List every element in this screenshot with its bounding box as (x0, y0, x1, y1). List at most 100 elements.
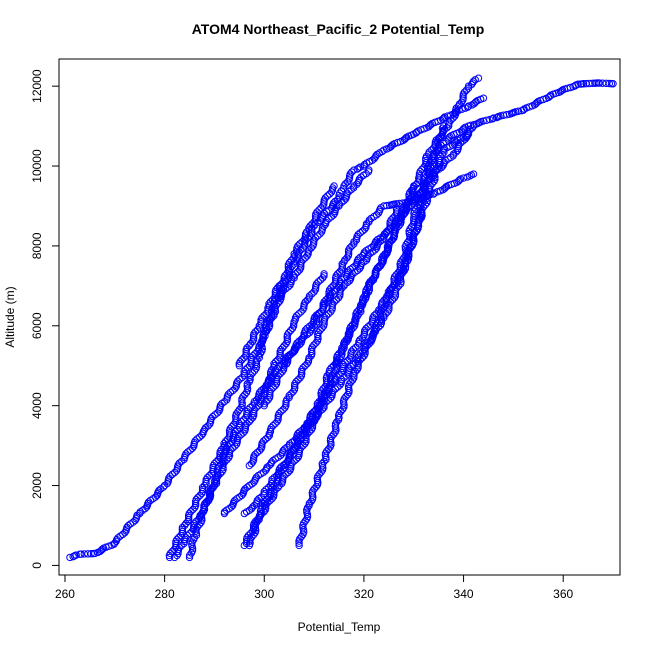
data-point (265, 300, 273, 308)
data-point (387, 216, 395, 224)
data-point (248, 369, 257, 377)
data-point (319, 274, 327, 282)
data-point (218, 399, 226, 408)
data-point (267, 423, 275, 432)
data-point (230, 420, 238, 429)
data-point (425, 175, 434, 184)
data-point (190, 519, 199, 528)
data-point (299, 523, 307, 532)
data-point (303, 504, 312, 512)
data-point (193, 435, 201, 443)
data-point (356, 336, 364, 344)
data-point (328, 184, 337, 192)
data-point (87, 549, 95, 558)
data-point (405, 229, 413, 238)
data-point (366, 278, 374, 286)
data-point (585, 79, 593, 88)
data-point (257, 340, 265, 349)
data-point (395, 202, 403, 210)
data-point (279, 286, 288, 295)
data-point (385, 238, 394, 247)
data-point (286, 350, 295, 359)
data-point (260, 399, 268, 408)
data-point (320, 400, 328, 408)
data-point (294, 242, 302, 250)
data-point (258, 503, 267, 512)
data-point (350, 240, 358, 248)
data-point (290, 272, 298, 280)
data-point (238, 397, 246, 405)
data-point (200, 503, 208, 512)
data-point (351, 318, 359, 326)
data-point (337, 375, 346, 384)
data-point (269, 456, 277, 465)
data-point (335, 200, 344, 208)
data-point (445, 118, 454, 126)
data-point (182, 533, 190, 542)
data-point (111, 539, 119, 547)
data-point (454, 177, 463, 185)
y-axis: 0 2000 4000 6000 8000 10000 12000 (30, 69, 60, 569)
y-tick-label: 12000 (30, 69, 44, 103)
data-point (323, 372, 331, 380)
data-point (357, 173, 365, 181)
plot-area-border (58, 58, 621, 576)
data-point (318, 324, 326, 332)
data-point (392, 204, 401, 212)
data-point (255, 494, 263, 503)
data-point (346, 244, 354, 252)
data-point (308, 343, 316, 351)
x-tick-label: 340 (454, 587, 474, 601)
data-point (275, 469, 283, 478)
data-point (322, 376, 331, 384)
data-point (321, 300, 329, 308)
data-point (455, 176, 464, 184)
x-axis: 260 280 300 320 340 360 (55, 574, 574, 601)
data-point (414, 190, 422, 199)
data-point (361, 344, 370, 352)
data-point (277, 407, 285, 416)
data-point (354, 230, 362, 239)
data-point (238, 356, 246, 364)
data-points (66, 74, 617, 562)
data-point (191, 437, 199, 445)
x-axis-label: Potential_Temp (298, 620, 381, 634)
data-point (429, 190, 438, 198)
y-axis-label: Altitude (m) (3, 286, 17, 347)
data-point (192, 495, 200, 504)
data-point (166, 549, 175, 558)
data-point (380, 230, 389, 238)
data-point (410, 182, 418, 190)
data-point (459, 137, 467, 145)
data-point (326, 366, 334, 374)
data-point (320, 270, 328, 278)
data-point (403, 238, 412, 247)
data-point (243, 419, 251, 428)
data-point (305, 322, 314, 331)
data-point (228, 422, 236, 431)
data-point (362, 324, 370, 333)
data-point (400, 254, 408, 262)
data-point (250, 367, 259, 375)
data-point (350, 166, 358, 174)
data-point (417, 211, 425, 219)
data-point (377, 306, 386, 315)
data-point (341, 180, 349, 188)
data-point (430, 171, 439, 179)
data-point (446, 133, 454, 141)
data-point (282, 399, 290, 408)
data-point (401, 245, 410, 253)
data-point (331, 385, 340, 393)
data-point (285, 352, 293, 361)
data-point (251, 328, 260, 336)
data-point (348, 347, 356, 355)
data-point (422, 179, 430, 188)
data-point (328, 289, 336, 297)
data-point (323, 192, 331, 200)
data-point (313, 208, 321, 216)
data-point (275, 282, 283, 290)
data-point (232, 414, 240, 422)
data-point (361, 292, 369, 300)
data-point (331, 374, 339, 382)
